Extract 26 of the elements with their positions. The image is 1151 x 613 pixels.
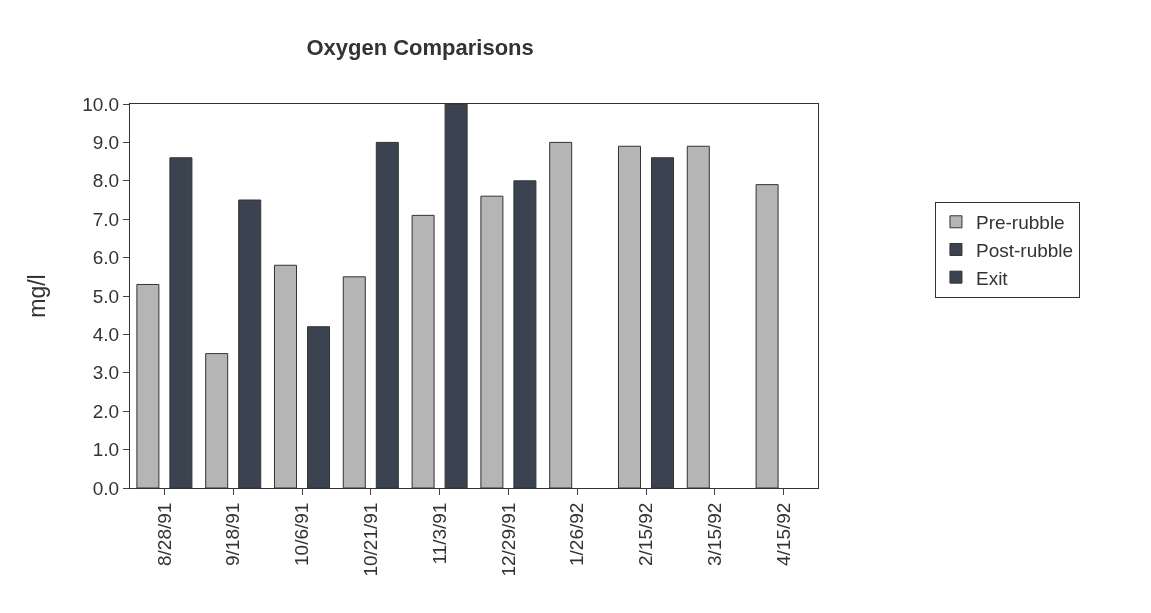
- y-tick-label: 3.0: [92, 362, 120, 384]
- legend-label: Pre-rubble: [975, 212, 1065, 234]
- y-tick-label: 8.0: [92, 170, 120, 192]
- legend-label: Post-rubble: [975, 239, 1074, 261]
- x-tick-label: 10/21/91: [359, 502, 381, 577]
- x-tick-label: 12/29/91: [497, 502, 519, 577]
- x-tick-label: 8/28/91: [153, 502, 175, 567]
- y-tick-label: 6.0: [92, 247, 120, 269]
- y-tick-label: 10.0: [82, 93, 120, 115]
- y-tick-label: 2.0: [92, 400, 120, 422]
- y-tick-label: 7.0: [92, 208, 120, 230]
- legend-label: Exit: [975, 267, 1009, 289]
- y-tick-label: 9.0: [92, 132, 120, 154]
- x-tick-label: 2/15/92: [635, 502, 657, 567]
- x-tick-label: 1/26/92: [566, 502, 588, 567]
- y-tick-label: 1.0: [92, 439, 120, 461]
- x-tick-label: 9/18/91: [222, 502, 244, 567]
- y-tick-label: 0.0: [92, 477, 120, 499]
- y-axis-title: mg/l: [23, 274, 50, 318]
- y-tick-label: 5.0: [92, 285, 120, 307]
- y-tick-label: 4.0: [92, 324, 120, 346]
- x-tick-label: 4/15/92: [772, 502, 794, 567]
- x-tick-label: 10/6/91: [291, 502, 313, 567]
- x-tick-label: 11/3/91: [428, 502, 450, 565]
- chart-title: Oxygen Comparisons: [306, 35, 534, 61]
- x-tick-label: 3/15/92: [703, 502, 725, 567]
